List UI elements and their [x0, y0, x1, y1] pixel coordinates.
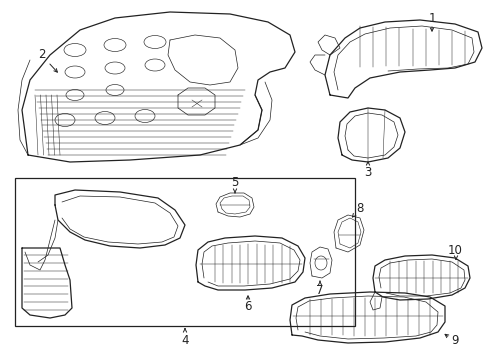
Text: 6: 6: [244, 301, 252, 314]
Text: 9: 9: [451, 333, 459, 346]
Bar: [15, 178, 355, 326]
Text: 3: 3: [364, 166, 372, 179]
Text: 10: 10: [447, 243, 463, 256]
Text: 2: 2: [38, 49, 46, 62]
Text: 5: 5: [231, 176, 239, 189]
Text: 4: 4: [181, 333, 189, 346]
Text: 8: 8: [356, 202, 364, 215]
Text: 7: 7: [316, 284, 324, 297]
Text: 1: 1: [428, 12, 436, 24]
